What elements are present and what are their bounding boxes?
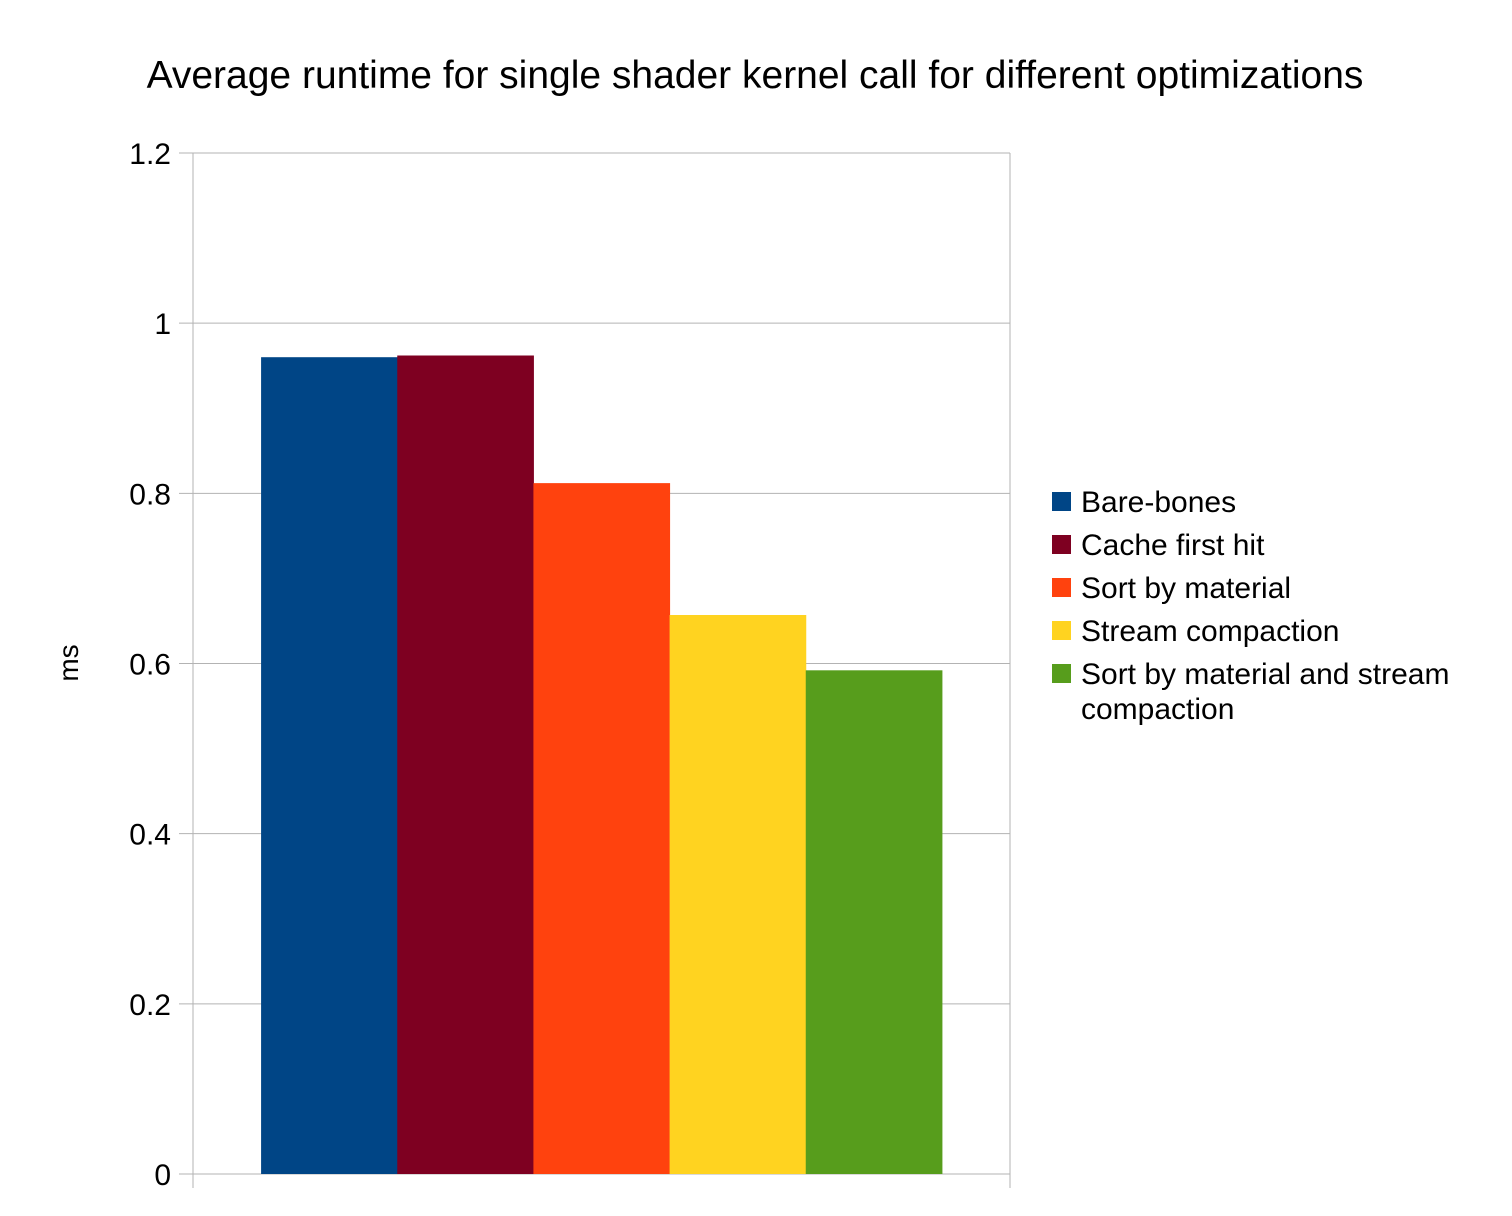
plot-frame [192,152,1011,1188]
bar [261,357,398,1174]
legend-swatch [1052,664,1071,683]
legend-label: Stream compaction [1081,615,1340,648]
legend-item: Bare-bones [1052,485,1502,520]
y-axis-ticks: 0 0.2 0.4 0.6 0.8 1 1.2 [129,138,171,1192]
bars [261,355,943,1175]
y-axis-label: ms [53,644,84,681]
legend-label: Sort by material [1081,572,1292,605]
bar [669,615,807,1174]
y-tick-label: 0.8 [129,478,171,511]
chart-title: Average runtime for single shader kernel… [147,54,1364,97]
legend-swatch [1052,535,1071,554]
legend-item: Sort by material [1052,571,1502,606]
legend-item: Sort by material and stream compaction [1052,657,1502,727]
y-tick-label: 0.2 [129,989,171,1022]
legend-label: Cache first hit [1081,529,1265,562]
legend-label: Bare-bones [1081,486,1237,519]
bar [533,483,671,1175]
legend-swatch [1052,492,1071,511]
y-tick-label: 0 [154,1159,171,1192]
y-tick-label: 1 [154,308,171,341]
bar [805,670,943,1174]
y-tick-label: 0.4 [129,819,171,852]
legend-item: Cache first hit [1052,528,1502,563]
legend-swatch [1052,578,1071,597]
y-tick-label: 0.6 [129,649,171,682]
legend-item: Stream compaction [1052,614,1502,649]
bar [397,355,534,1175]
legend-label: Sort by material and stream compaction [1081,658,1450,726]
y-tick-label: 1.2 [129,138,171,171]
legend: Bare-bones Cache first hit Sort by materia… [1052,485,1502,735]
legend-swatch [1052,621,1071,640]
